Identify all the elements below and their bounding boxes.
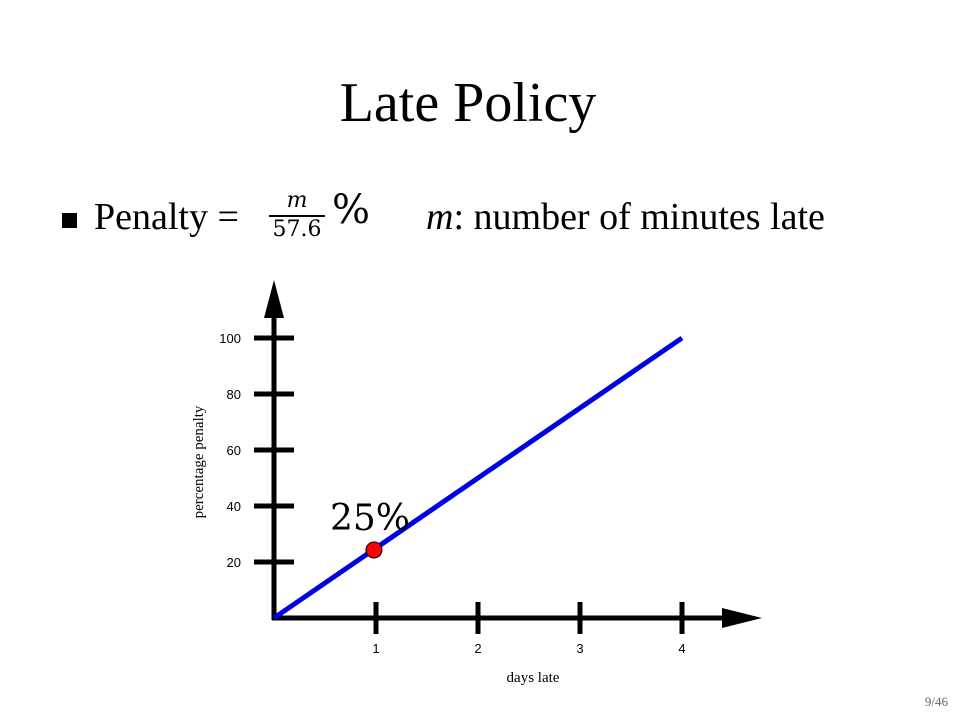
x-axis-label: days late [507, 670, 560, 686]
page-title: Late Policy [339, 72, 597, 134]
penalty-fraction: m 57.6 [267, 189, 327, 245]
percent-sign: % [332, 187, 371, 233]
highlight-label: 25% [330, 498, 410, 539]
bullet-square-icon [62, 213, 77, 228]
variable-definition: m: number of minutes late [426, 195, 825, 239]
x-tick-label: 4 [678, 641, 685, 656]
x-tick-label: 2 [474, 641, 481, 656]
x-tick-label: 1 [372, 641, 379, 656]
page-number: 9/46 [924, 694, 948, 709]
x-tick-label: 3 [576, 641, 583, 656]
definition-variable: m [426, 196, 454, 238]
x-ticks: 1 2 3 4 [372, 602, 686, 656]
x-axis-arrow-icon [722, 608, 762, 628]
series-line [272, 335, 684, 621]
highlight-point [365, 541, 383, 559]
fraction-bar [269, 215, 325, 217]
y-tick-label: 40 [227, 499, 241, 514]
fraction-numerator: m [286, 188, 308, 213]
y-tick-label: 60 [227, 443, 241, 458]
series-group [272, 335, 684, 621]
y-ticks: 20 40 60 80 100 [219, 331, 294, 570]
y-tick-label: 20 [227, 555, 241, 570]
fraction-denominator: 57.6 [272, 217, 322, 242]
y-tick-label: 80 [227, 387, 241, 402]
penalty-label: Penalty = [94, 196, 239, 238]
y-axis-label: percentage penalty [191, 405, 207, 518]
y-axis-arrow-icon [264, 280, 284, 318]
y-tick-label: 100 [219, 331, 241, 346]
definition-text: : number of minutes late [453, 196, 825, 238]
penalty-bullet: Penalty = m 57.6 % m: number of minutes … [62, 183, 922, 253]
